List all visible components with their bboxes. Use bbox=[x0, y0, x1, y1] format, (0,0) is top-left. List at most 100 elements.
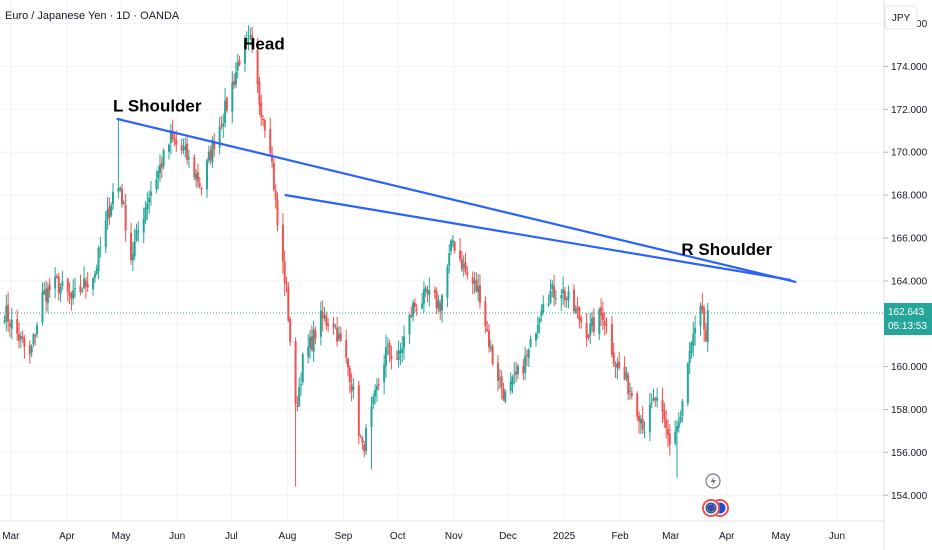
candle[interactable] bbox=[576, 297, 579, 319]
candles[interactable] bbox=[3, 25, 709, 487]
candle[interactable] bbox=[471, 271, 474, 295]
candle[interactable] bbox=[10, 307, 13, 340]
candle[interactable] bbox=[66, 277, 69, 302]
candle[interactable] bbox=[3, 315, 6, 325]
candle[interactable] bbox=[562, 276, 565, 305]
candle[interactable] bbox=[363, 441, 366, 458]
candle[interactable] bbox=[357, 380, 360, 445]
candle[interactable] bbox=[580, 315, 583, 329]
candle[interactable] bbox=[589, 312, 592, 344]
candle[interactable] bbox=[21, 330, 24, 343]
candle[interactable] bbox=[299, 372, 302, 396]
candle[interactable] bbox=[603, 312, 606, 336]
candle[interactable] bbox=[601, 301, 604, 331]
candle[interactable] bbox=[180, 138, 183, 155]
candle[interactable] bbox=[61, 270, 64, 291]
candle[interactable] bbox=[370, 396, 373, 470]
candle[interactable] bbox=[130, 222, 133, 265]
candle[interactable] bbox=[59, 283, 62, 303]
currency-button[interactable] bbox=[884, 5, 918, 30]
candle[interactable] bbox=[692, 321, 695, 357]
candle[interactable] bbox=[466, 265, 469, 280]
candle[interactable] bbox=[294, 337, 297, 487]
candle[interactable] bbox=[70, 291, 73, 311]
globe-flag-icon[interactable] bbox=[702, 499, 729, 517]
candle[interactable] bbox=[276, 192, 279, 232]
candle[interactable] bbox=[319, 301, 322, 346]
price-axis[interactable]: 154.000156.000158.000160.000162.000164.0… bbox=[884, 19, 928, 502]
candle[interactable] bbox=[365, 424, 368, 455]
candle[interactable] bbox=[522, 358, 525, 381]
candle[interactable] bbox=[399, 342, 402, 366]
candle[interactable] bbox=[298, 377, 301, 408]
candle[interactable] bbox=[168, 143, 171, 160]
candle[interactable] bbox=[307, 334, 310, 364]
candle[interactable] bbox=[699, 302, 702, 336]
candle[interactable] bbox=[146, 192, 149, 221]
candle[interactable] bbox=[504, 389, 507, 404]
candle[interactable] bbox=[551, 280, 554, 298]
candle[interactable] bbox=[547, 294, 550, 308]
candle[interactable] bbox=[238, 55, 241, 67]
candle[interactable] bbox=[704, 322, 707, 343]
candle[interactable] bbox=[403, 325, 406, 360]
candle[interactable] bbox=[36, 321, 39, 338]
candle[interactable] bbox=[74, 277, 77, 298]
candle[interactable] bbox=[610, 316, 613, 358]
candle[interactable] bbox=[690, 341, 693, 359]
candle[interactable] bbox=[339, 326, 342, 342]
candle[interactable] bbox=[224, 88, 227, 128]
candle[interactable] bbox=[636, 391, 639, 421]
candle[interactable] bbox=[352, 378, 355, 399]
candle[interactable] bbox=[650, 393, 653, 409]
candle[interactable] bbox=[32, 333, 35, 347]
candle[interactable] bbox=[54, 267, 57, 299]
candle[interactable] bbox=[269, 117, 272, 156]
candle[interactable] bbox=[681, 399, 684, 423]
candle[interactable] bbox=[345, 329, 348, 364]
candle[interactable] bbox=[95, 264, 98, 276]
candle[interactable] bbox=[488, 323, 491, 353]
candle[interactable] bbox=[625, 367, 628, 382]
candle[interactable] bbox=[198, 177, 201, 189]
candle[interactable] bbox=[612, 342, 615, 367]
candle[interactable] bbox=[108, 197, 111, 226]
candle[interactable] bbox=[623, 356, 626, 381]
candle[interactable] bbox=[484, 296, 487, 334]
candle[interactable] bbox=[274, 184, 277, 209]
candle[interactable] bbox=[41, 282, 44, 326]
candle[interactable] bbox=[142, 207, 145, 244]
candle[interactable] bbox=[428, 277, 431, 307]
candle[interactable] bbox=[213, 133, 216, 157]
candle[interactable] bbox=[225, 96, 228, 113]
candle[interactable] bbox=[262, 115, 265, 127]
candle[interactable] bbox=[79, 274, 82, 296]
candle[interactable] bbox=[554, 290, 557, 305]
candle[interactable] bbox=[706, 302, 709, 352]
candle[interactable] bbox=[249, 27, 252, 41]
candle[interactable] bbox=[397, 340, 400, 368]
candle[interactable] bbox=[236, 53, 239, 79]
candle[interactable] bbox=[567, 285, 570, 309]
candle[interactable] bbox=[5, 294, 8, 331]
candle[interactable] bbox=[231, 71, 234, 124]
candle[interactable] bbox=[359, 434, 362, 439]
candle[interactable] bbox=[424, 285, 427, 297]
candle[interactable] bbox=[388, 339, 391, 363]
candle[interactable] bbox=[529, 335, 532, 349]
candle[interactable] bbox=[676, 420, 679, 479]
candle[interactable] bbox=[491, 343, 494, 366]
candle[interactable] bbox=[222, 113, 225, 138]
candle[interactable] bbox=[549, 279, 552, 305]
candle[interactable] bbox=[497, 355, 500, 392]
candle[interactable] bbox=[99, 236, 102, 258]
candle[interactable] bbox=[124, 193, 127, 242]
candle[interactable] bbox=[187, 149, 190, 168]
candle[interactable] bbox=[386, 337, 389, 355]
candle[interactable] bbox=[111, 183, 114, 211]
candle[interactable] bbox=[498, 368, 501, 389]
candle[interactable] bbox=[462, 255, 465, 277]
candle[interactable] bbox=[162, 148, 165, 170]
candle[interactable] bbox=[515, 361, 518, 383]
